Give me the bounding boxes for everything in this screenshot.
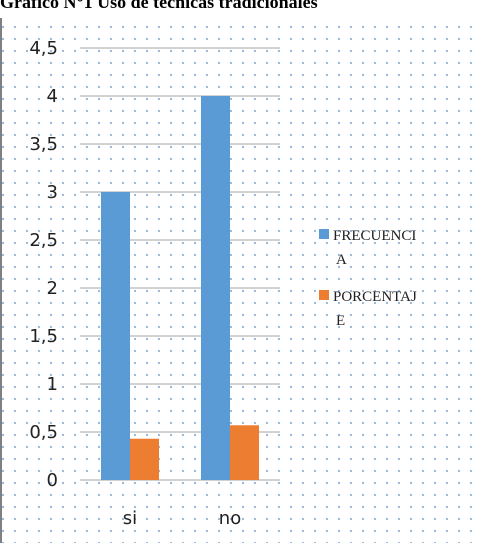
y-tick-label: 1,5 [29,326,58,347]
chart-title: Gráfico N°1 Uso de técnicas tradicionale… [0,0,318,12]
y-tick-label: 2 [47,278,58,299]
y-tick-label: 0,5 [29,422,58,443]
legend-label-frecuencia: FRECUENCI [333,228,416,244]
x-category-label: si [123,508,137,529]
legend-swatch-frecuencia [319,229,329,239]
y-tick-label: 1 [47,374,58,395]
y-tick-label: 3,5 [29,134,58,155]
y-tick-label: 2,5 [29,230,58,251]
legend-label-frecuencia: A [336,252,347,268]
y-tick-label: 4,5 [29,38,58,59]
y-tick-label: 3 [47,182,58,203]
legend-label-porcentaje: E [336,313,345,329]
bar-frecuencia-no [201,96,230,480]
legend-swatch-porcentaje [319,290,329,300]
bar-porcentaje-no [230,425,259,480]
bar-porcentaje-si [130,438,159,480]
bar-frecuencia-si [101,192,130,480]
legend-label-porcentaje: PORCENTAJ [333,289,417,305]
y-tick-label: 4 [47,86,58,107]
x-category-label: no [219,508,241,529]
y-tick-label: 0 [47,470,58,491]
